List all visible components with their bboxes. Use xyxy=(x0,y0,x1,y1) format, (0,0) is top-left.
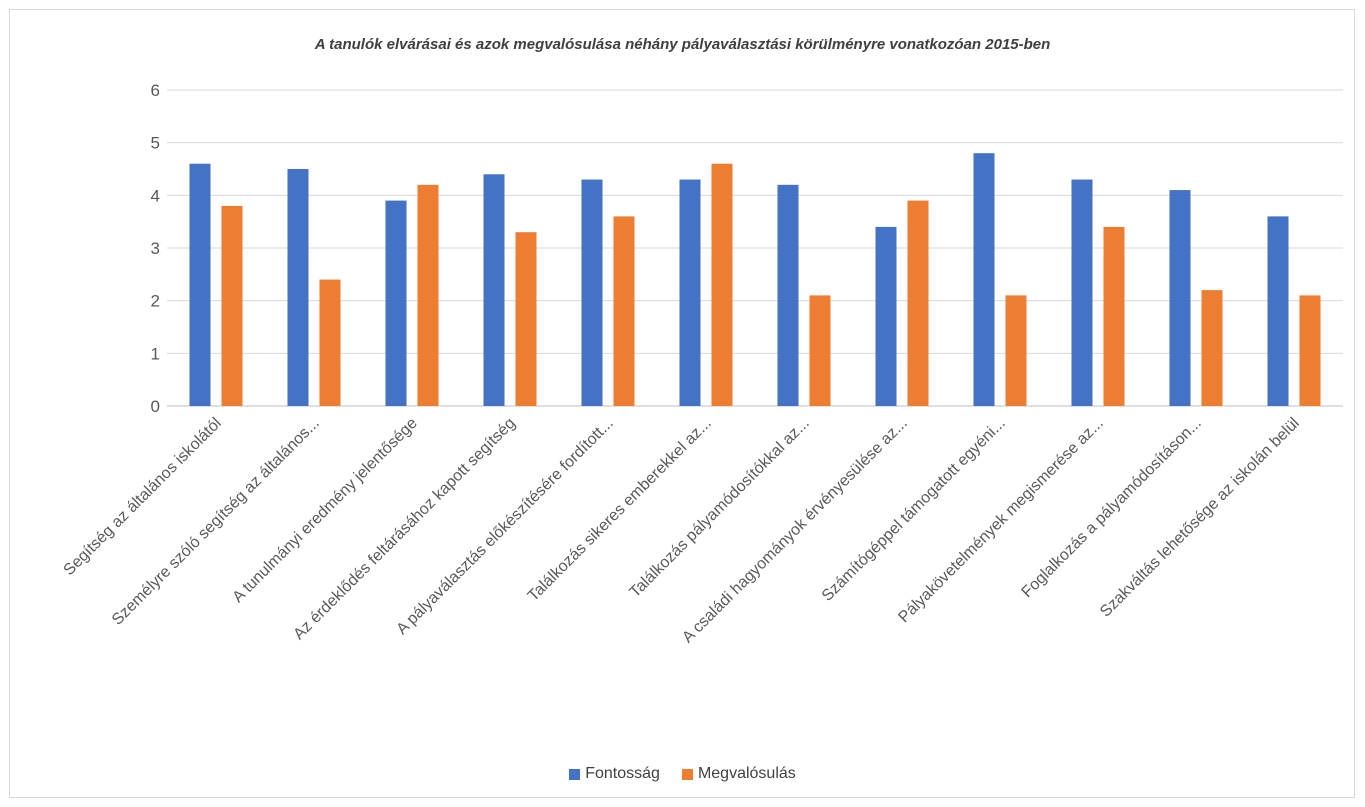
legend-item-fontossag: Fontosság xyxy=(569,765,660,783)
bar-fontosság xyxy=(189,163,211,406)
x-tick-label: Számítógéppel támogatott egyéni... xyxy=(819,415,1009,605)
legend: Fontosság Megvalósulás xyxy=(0,765,1365,783)
legend-item-megvalosulas: Megvalósulás xyxy=(681,765,796,783)
y-tick-label: 5 xyxy=(151,134,160,153)
y-tick-label: 6 xyxy=(151,81,160,100)
bar-megvalósulás xyxy=(809,295,831,406)
bar-fontosság xyxy=(1267,216,1289,406)
x-tick-label: Személyre szóló segítség az általános... xyxy=(109,415,323,629)
bar-megvalósulás xyxy=(1299,295,1321,406)
bar-megvalósulás xyxy=(319,279,341,406)
x-tick-label: Szakváltás lehetősége az iskolán belül xyxy=(1097,415,1303,621)
bar-fontosság xyxy=(973,153,995,406)
bar-megvalósulás xyxy=(907,200,929,406)
y-axis: 0 1 2 3 4 5 6 xyxy=(151,81,160,416)
y-tick-label: 2 xyxy=(151,292,160,311)
x-tick-label: Foglalkozás a pályamódosításon... xyxy=(1019,415,1205,601)
bar-fontosság xyxy=(1169,190,1191,406)
y-tick-label: 1 xyxy=(151,344,160,363)
legend-swatch xyxy=(681,768,693,780)
legend-swatch xyxy=(569,768,581,780)
x-tick-label: Az érdeklődés feltárásához kapott segíts… xyxy=(290,415,518,643)
x-tick-label: Pályakövetelmények megismerése az... xyxy=(895,415,1106,626)
x-tick-label: Találkozás pályamódosítókkal az... xyxy=(627,415,813,601)
chart-title: A tanulók elvárásai és azok megvalósulás… xyxy=(314,36,1051,53)
gridlines xyxy=(167,89,1343,407)
legend-label: Megvalósulás xyxy=(697,765,796,782)
bar-fontosság xyxy=(483,174,505,406)
bar-megvalósulás xyxy=(613,216,635,406)
x-tick-label: A családi hagyományok érvényesülése az..… xyxy=(679,415,911,647)
y-tick-label: 3 xyxy=(151,239,160,258)
bar-megvalósulás xyxy=(221,205,243,406)
bar-megvalósulás xyxy=(1103,226,1125,406)
bar-megvalósulás xyxy=(1201,290,1223,406)
x-tick-label: Találkozás sikeres emberekkel az... xyxy=(525,415,715,605)
x-tick-label: A pályaválasztás előkészítésére fordítot… xyxy=(394,415,617,638)
bar-fontosság xyxy=(385,200,407,406)
bars xyxy=(189,153,1321,406)
bar-megvalósulás xyxy=(1005,295,1027,406)
x-tick-label: A tunulmányi eredmény jelentősége xyxy=(230,415,421,606)
bar-megvalósulás xyxy=(515,232,537,406)
bar-megvalósulás xyxy=(711,163,733,406)
y-tick-label: 4 xyxy=(151,186,160,205)
x-axis: Segítség az általános iskolátólSzemélyre… xyxy=(61,415,1303,647)
legend-label: Fontosság xyxy=(585,765,660,782)
bar-megvalósulás xyxy=(417,184,439,406)
bar-fontosság xyxy=(875,226,897,406)
bar-fontosság xyxy=(287,169,309,406)
bar-fontosság xyxy=(1071,179,1093,406)
y-tick-label: 0 xyxy=(151,397,160,416)
x-tick-label: Segítség az általános iskolától xyxy=(61,415,225,579)
bar-fontosság xyxy=(777,184,799,406)
bar-fontosság xyxy=(679,179,701,406)
bar-fontosság xyxy=(581,179,603,406)
